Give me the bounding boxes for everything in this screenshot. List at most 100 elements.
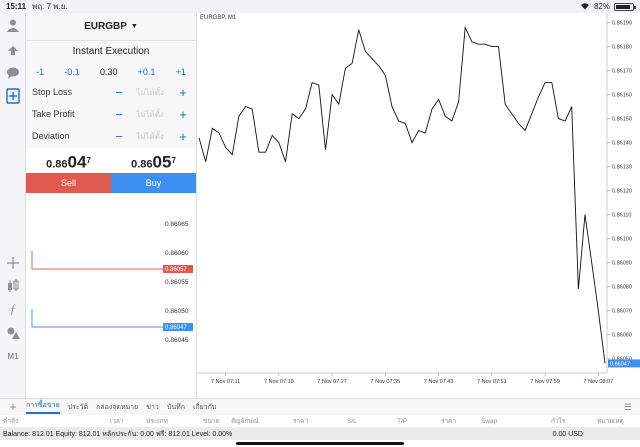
price-line (198, 25, 606, 364)
candles-icon[interactable] (4, 277, 22, 295)
y-tick-label: 0.86090 (612, 261, 632, 267)
symbol-selector[interactable]: EURGBP ▼ (26, 13, 196, 41)
volume-value[interactable]: 0.30 (99, 67, 118, 77)
col-profit: กำไร (551, 418, 566, 425)
bid-price: 0.86047 (26, 148, 111, 173)
tab-mailbox[interactable]: กล่องจดหมาย (96, 403, 139, 411)
price-chart[interactable]: 0.86190 0.86180 0.86170 0.86160 0.86150 0.861… (197, 13, 640, 398)
tick-chart: 0.86065 0.86060 0.86055 0.86050 0.86045 0.860… (31, 221, 193, 344)
stop-loss-label: Stop Loss (32, 87, 73, 97)
col-order: คำสั่ง (3, 418, 19, 425)
crosshair-icon[interactable] (4, 254, 22, 272)
bid-tag (163, 323, 193, 331)
ask-tag (163, 265, 193, 273)
depth-level-label: 0.86060 (165, 250, 189, 257)
deviation-input[interactable]: ไม่ได้ตั้ง (136, 131, 164, 141)
panel-menu-icon[interactable]: ☰ (623, 402, 632, 412)
account-icon[interactable] (4, 16, 22, 34)
battery-icon (614, 2, 636, 11)
home-indicator (236, 442, 404, 445)
tab-trade[interactable]: การซื้อขาย (26, 400, 60, 414)
y-tick-label: 0.86150 (612, 117, 632, 123)
ask-pip: 7 (171, 156, 176, 165)
price-chart-panel[interactable]: 0.86190 0.86180 0.86170 0.86160 0.86150 0.861… (197, 13, 640, 398)
take-profit-row: Take Profit − ไม่ได้ตั้ง + (26, 103, 196, 125)
bottom-tabs: + การซื้อขาย ประวัติ กล่องจดหมาย ข่าว บั… (0, 398, 640, 415)
x-tick-label: 7 Nov 07:11 (211, 379, 240, 385)
take-profit-minus-button[interactable]: − (115, 106, 123, 122)
y-tick-label: 0.86100 (612, 237, 632, 243)
wifi-icon (580, 2, 590, 12)
tab-about[interactable]: เกี่ยวกับ (192, 403, 217, 411)
bid-pip: 7 (86, 156, 91, 165)
y-tick-label: 0.86060 (612, 333, 632, 339)
col-symbol: สัญลักษณ์ (231, 418, 259, 425)
chat-icon[interactable] (4, 64, 22, 82)
quote-prices: 0.86047 0.86057 (26, 148, 196, 173)
symbol-label: EURGBP (84, 21, 127, 32)
deviation-minus-button[interactable]: − (115, 128, 123, 144)
x-tick-label: 7 Nov 07:19 (264, 379, 294, 385)
add-icon[interactable]: + (9, 400, 17, 414)
last-price-label: 0.86047 (610, 361, 630, 367)
battery-percent: 82% (593, 2, 610, 11)
trade-arrows-icon[interactable] (4, 40, 22, 58)
y-tick-label: 0.86190 (612, 21, 632, 27)
y-tick-label: 0.86110 (612, 213, 631, 219)
sell-button[interactable]: Sell (26, 173, 111, 193)
x-tick-label: 7 Nov 07:27 (317, 379, 347, 385)
execution-type[interactable]: Instant Execution (72, 46, 150, 57)
y-tick-label: 0.86170 (612, 69, 632, 75)
left-toolbar: ƒ M1 (0, 13, 26, 398)
x-tick-label: 7 Nov 07:35 (371, 379, 401, 385)
order-buttons: Sell Buy (26, 173, 196, 193)
tab-history[interactable]: ประวัติ (67, 403, 89, 411)
depth-level-label: 0.86065 (165, 221, 189, 228)
status-date: พฤ. 7 พ.ย. (32, 2, 68, 11)
order-panel: EURGBP ▼ Instant Execution -1 -0.1 0.30 … (26, 13, 197, 193)
bid-big-digits: 04 (67, 152, 87, 172)
tab-news[interactable]: ข่าว (146, 403, 159, 411)
x-tick-label: 7 Nov 08:07 (584, 379, 614, 385)
new-order-icon[interactable] (4, 87, 22, 105)
tab-journal[interactable]: บันทึก (166, 403, 185, 411)
stop-loss-row: Stop Loss − ไม่ได้ตั้ง + (26, 81, 196, 103)
stop-loss-input[interactable]: ไม่ได้ตั้ง (136, 87, 164, 97)
objects-icon[interactable] (4, 324, 22, 342)
stop-loss-plus-button[interactable]: + (179, 84, 187, 100)
volume-minus-0.1[interactable]: -0.1 (64, 67, 80, 77)
tick-chart-panel: 0.86065 0.86060 0.86055 0.86050 0.86045 0.860… (26, 193, 197, 398)
col-swap: Swap (481, 417, 498, 425)
volume-minus-1[interactable]: -1 (36, 67, 45, 77)
ask-tag-label: 0.86057 (165, 267, 187, 273)
total-profit: 0.00 USD (552, 430, 583, 438)
volume-row: -1 -0.1 0.30 +0.1 +1 (26, 67, 196, 77)
y-tick-label: 0.86130 (612, 165, 632, 171)
bid-prefix: 0.86 (46, 158, 68, 171)
trade-table-header: คำสั่ง เวลา ประเภท ขนาด สัญลักษณ์ ราคา S… (0, 415, 640, 428)
volume-plus-1[interactable]: +1 (175, 67, 186, 77)
status-bar: 15:11 พฤ. 7 พ.ย. 82% (0, 0, 640, 13)
ask-big-digits: 05 (152, 152, 172, 172)
status-time: 15:11 (6, 2, 27, 11)
timeframe-icon[interactable]: M1 (7, 351, 19, 361)
ask-prefix: 0.86 (131, 158, 153, 171)
deviation-plus-button[interactable]: + (179, 128, 187, 144)
take-profit-label: Take Profit (32, 109, 75, 119)
take-profit-plus-button[interactable]: + (179, 106, 187, 122)
col-price: ราคา (293, 418, 309, 425)
take-profit-input[interactable]: ไม่ได้ตั้ง (136, 109, 164, 119)
col-sl: S/L (347, 417, 357, 425)
function-icon[interactable]: ƒ (9, 301, 17, 316)
caret-down-icon: ▼ (130, 23, 138, 30)
ask-line (31, 251, 163, 270)
balance-bar: Balance: 812.01 Equity: 812.01 หลักประกั… (0, 428, 640, 440)
bid-line (31, 309, 163, 328)
volume-plus-0.1[interactable]: +0.1 (137, 67, 156, 77)
balance-text: Balance: 812.01 Equity: 812.01 หลักประกั… (3, 430, 233, 438)
buy-button[interactable]: Buy (111, 173, 196, 193)
y-tick-label: 0.86120 (612, 189, 632, 195)
y-tick-label: 0.86180 (612, 45, 632, 51)
stop-loss-minus-button[interactable]: − (115, 84, 123, 100)
